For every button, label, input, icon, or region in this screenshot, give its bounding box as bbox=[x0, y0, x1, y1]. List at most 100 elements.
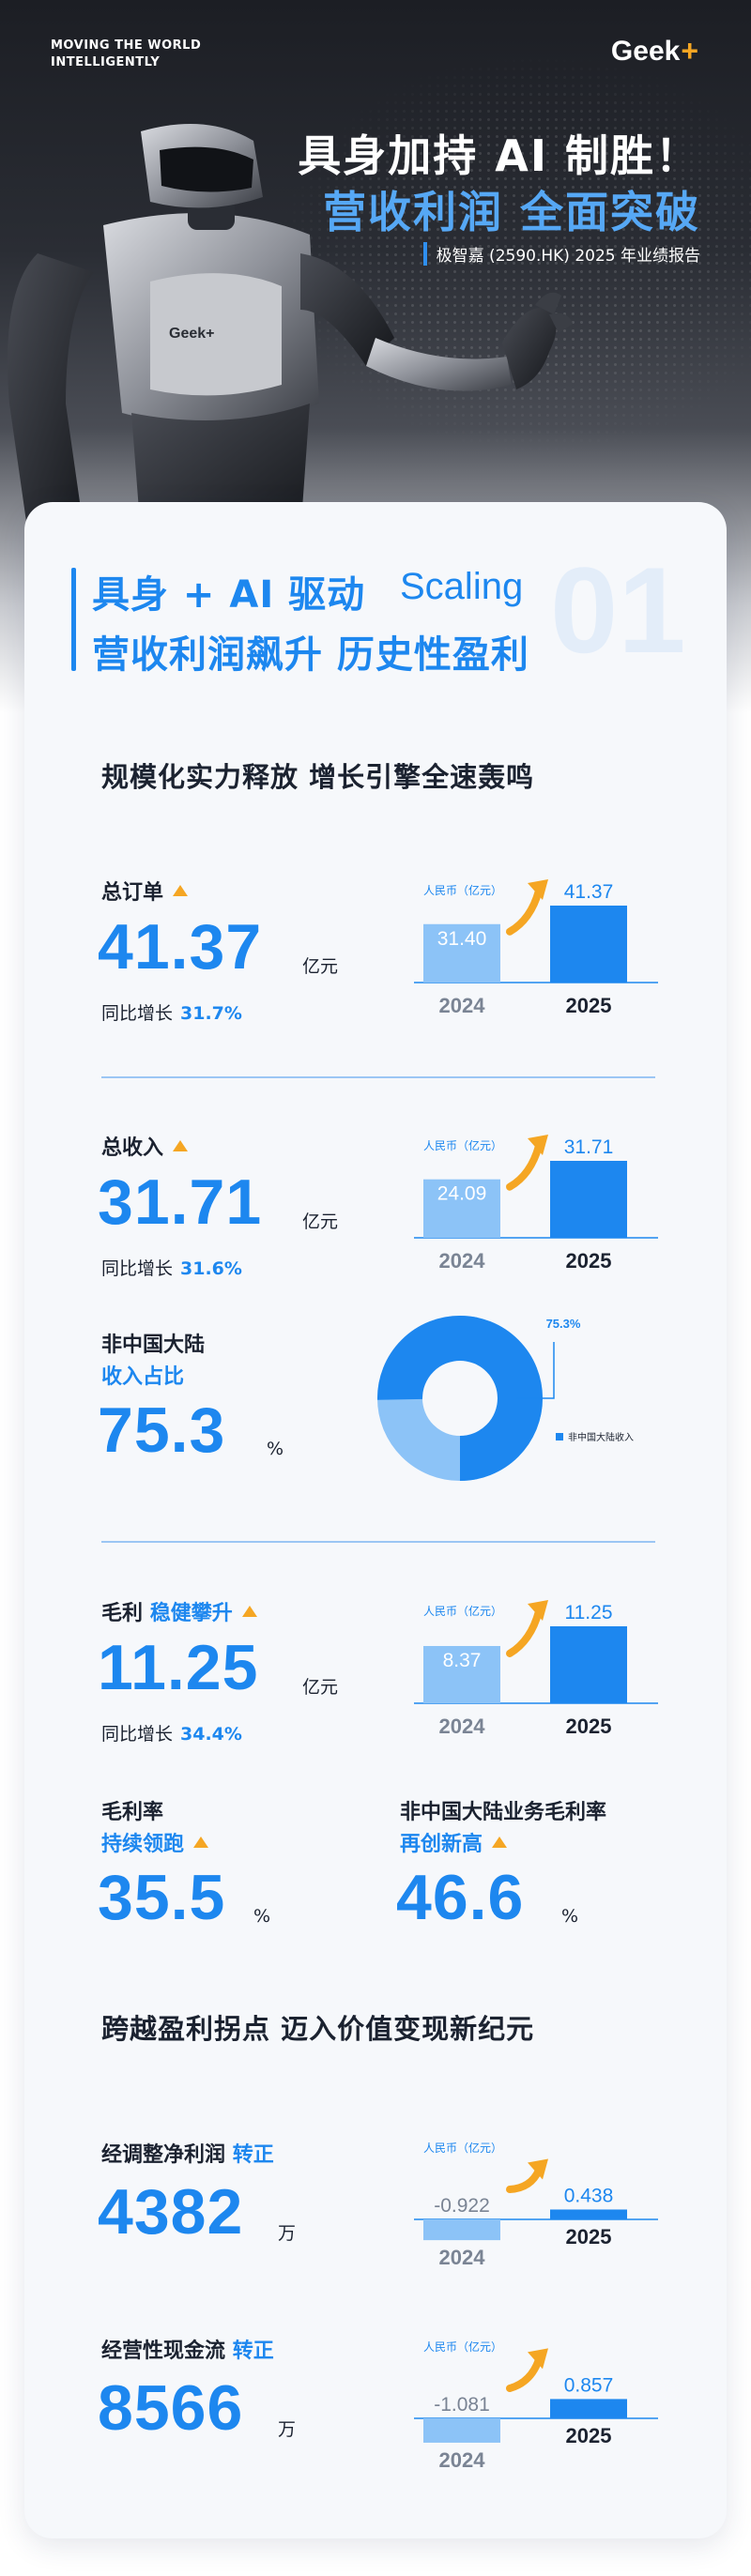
hero-title-line-1: 具身加持 AI 制胜！ bbox=[298, 130, 700, 181]
tagline: MOVING THE WORLD INTELLIGENTLY bbox=[51, 38, 201, 71]
tagline-line-2: INTELLIGENTLY bbox=[51, 55, 161, 69]
bar-2024 bbox=[423, 923, 500, 983]
year-2024-label: 2024 bbox=[439, 994, 486, 1017]
gross-profit-unit: 亿元 bbox=[302, 1677, 339, 1698]
cash-flow-value: 8566 bbox=[98, 2372, 244, 2444]
bar-2024 bbox=[423, 1645, 500, 1703]
orders-value: 41.37 bbox=[98, 911, 263, 983]
adj-profit-value: 4382 bbox=[98, 2176, 244, 2248]
divider bbox=[101, 1076, 655, 1078]
margin-label-accent: 持续领跑 bbox=[101, 1833, 185, 1856]
orders-label: 总订单 bbox=[101, 876, 189, 906]
bar-2025 bbox=[550, 906, 627, 983]
bar-2024 bbox=[423, 2418, 500, 2443]
section-number: 01 bbox=[550, 541, 686, 678]
bar-2024-label: -0.922 bbox=[434, 2195, 490, 2217]
gross-profit-label: 毛利 稳健攀升 bbox=[101, 1596, 257, 1626]
adj-profit-label-text: 经调整净利润 bbox=[101, 2143, 226, 2167]
heading-growth: 规模化实力释放 增长引擎全速轰鸣 bbox=[101, 761, 535, 793]
bar-2024-label: 8.37 bbox=[443, 1650, 482, 1671]
growth-arrow-icon bbox=[506, 1135, 548, 1191]
chart-unit-label: 人民币（亿元） bbox=[423, 2340, 502, 2354]
orders-growth-label: 同比增长 bbox=[101, 1003, 174, 1024]
gross-profit-growth-label: 同比增长 bbox=[101, 1724, 174, 1745]
year-2025-label: 2025 bbox=[566, 1715, 612, 1738]
adj-profit-label: 经调整净利润 转正 bbox=[101, 2138, 274, 2168]
geek-plus-logo: Geek + bbox=[611, 34, 698, 69]
up-triangle-icon bbox=[241, 1606, 257, 1617]
chart-unit-label: 人民币（亿元） bbox=[423, 1138, 502, 1152]
growth-arrow-icon bbox=[506, 879, 548, 936]
year-2025-label: 2025 bbox=[566, 994, 612, 1017]
orders-bar-chart: 人民币（亿元） 31.40 41.37 2024 2025 bbox=[391, 877, 663, 1028]
margin-label-accent-wrap: 持续领跑 bbox=[101, 1827, 209, 1857]
gross-profit-bar-chart: 人民币（亿元） 8.37 11.25 2024 2025 bbox=[391, 1598, 663, 1748]
robot-badge: Geek+ bbox=[169, 326, 214, 342]
legend-label: 非中国大陆收入 bbox=[568, 1431, 634, 1443]
bar-2024-label: -1.081 bbox=[434, 2394, 490, 2416]
overseas-share-unit: % bbox=[267, 1439, 284, 1459]
revenue-growth-value: 31.6% bbox=[180, 1258, 242, 1279]
overseas-margin-value: 46.6 bbox=[396, 1862, 525, 1933]
gross-profit-label-text: 毛利 bbox=[101, 1602, 144, 1625]
gross-profit-growth: 同比增长 34.4% bbox=[101, 1720, 242, 1745]
bar-2024-label: 24.09 bbox=[437, 1183, 487, 1205]
chart-unit-label: 人民币（亿元） bbox=[423, 1604, 502, 1618]
overseas-margin-label: 非中国大陆业务毛利率 bbox=[400, 1801, 607, 1824]
tagline-line-1: MOVING THE WORLD bbox=[51, 38, 202, 53]
revenue-label: 总收入 bbox=[101, 1131, 189, 1161]
hero-title-line-2: 营收利润 全面突破 bbox=[322, 187, 700, 237]
section-title-line-2: 营收利润飙升 历史性盈利 bbox=[92, 633, 529, 677]
year-2025-label: 2025 bbox=[566, 2424, 612, 2447]
bar-2025-label: 0.857 bbox=[564, 2374, 614, 2396]
margin-label: 毛利率 bbox=[101, 1801, 164, 1824]
revenue-unit: 亿元 bbox=[302, 1212, 339, 1232]
adj-profit-label-accent: 转正 bbox=[232, 2143, 274, 2167]
bar-2025 bbox=[550, 2209, 627, 2219]
orders-growth: 同比增长 31.7% bbox=[101, 999, 242, 1025]
logo-text: Geek bbox=[610, 35, 681, 67]
year-2025-label: 2025 bbox=[566, 2225, 612, 2248]
margin-unit: % bbox=[253, 1906, 271, 1927]
bar-2024 bbox=[423, 1179, 500, 1238]
year-2025-label: 2025 bbox=[566, 1249, 612, 1273]
year-2024-label: 2024 bbox=[439, 1715, 486, 1738]
growth-arrow-icon bbox=[506, 1600, 548, 1657]
logo-plus: + bbox=[681, 34, 698, 68]
bar-2025 bbox=[550, 2399, 627, 2418]
humanoid-robot-illustration: Geek+ bbox=[8, 124, 573, 535]
overseas-share-label-2: 收入占比 bbox=[101, 1365, 185, 1389]
revenue-growth: 同比增长 31.6% bbox=[101, 1255, 242, 1280]
hero-banner: MOVING THE WORLD INTELLIGENTLY Geek + Gee… bbox=[0, 0, 751, 713]
gross-profit-label-accent: 稳健攀升 bbox=[149, 1602, 233, 1625]
growth-arrow-icon bbox=[506, 2348, 548, 2392]
hero-subtitle: 极智嘉 (2590.HK) 2025 年业绩报告 bbox=[422, 242, 700, 266]
revenue-bar-chart: 人民币（亿元） 24.09 31.71 2024 2025 bbox=[391, 1133, 663, 1283]
overseas-margin-unit: % bbox=[561, 1906, 579, 1927]
orders-growth-value: 31.7% bbox=[180, 1003, 242, 1024]
bar-2025-label: 11.25 bbox=[565, 1602, 613, 1623]
adj-profit-unit: 万 bbox=[278, 2223, 297, 2244]
bar-2024-label: 31.40 bbox=[437, 928, 487, 950]
report-card: 01 具身 + AI 驱动 Scaling 营收利润飙升 历史性盈利 规模化实力… bbox=[24, 502, 727, 2538]
up-triangle-icon bbox=[173, 1140, 189, 1151]
year-2024-label: 2024 bbox=[439, 2246, 486, 2269]
overseas-share-label-1: 非中国大陆 bbox=[101, 1334, 206, 1357]
cash-flow-label-accent: 转正 bbox=[232, 2340, 274, 2363]
legend-swatch bbox=[556, 1433, 563, 1440]
overseas-share-value: 75.3 bbox=[98, 1395, 226, 1466]
growth-arrow-icon bbox=[506, 2158, 548, 2193]
section-accent-bar bbox=[71, 568, 76, 671]
donut-leader-line bbox=[516, 1342, 555, 1399]
cash-flow-bar-chart: 人民币（亿元） -1.081 0.857 2024 2025 bbox=[391, 2334, 663, 2484]
adj-profit-bar-chart: 人民币（亿元） -0.922 0.438 2024 2025 bbox=[391, 2135, 663, 2285]
year-2024-label: 2024 bbox=[439, 1249, 486, 1273]
gross-profit-value: 11.25 bbox=[98, 1632, 259, 1703]
revenue-growth-label: 同比增长 bbox=[101, 1258, 174, 1279]
section-title-en: Scaling bbox=[400, 566, 524, 607]
up-triangle-icon bbox=[193, 1837, 209, 1848]
bar-2025-label: 0.438 bbox=[564, 2185, 614, 2206]
bar-2025 bbox=[550, 1161, 627, 1238]
up-triangle-icon bbox=[173, 885, 189, 896]
bar-2025 bbox=[550, 1626, 627, 1703]
